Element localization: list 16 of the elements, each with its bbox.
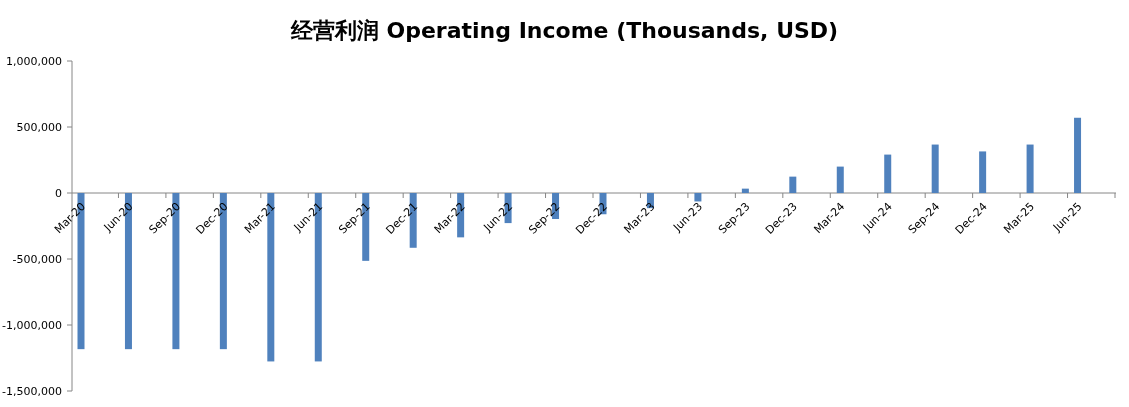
- bar: [979, 151, 987, 193]
- bar: [884, 154, 892, 193]
- bar: [789, 176, 797, 193]
- y-tick-label: -1,500,000: [2, 385, 62, 398]
- bar: [741, 188, 749, 193]
- y-tick-label: -500,000: [12, 253, 62, 266]
- bar: [694, 193, 702, 202]
- y-tick-label: 1,000,000: [6, 55, 62, 68]
- y-tick-label: 0: [55, 187, 62, 200]
- title: 经营利润 Operating Income (Thousands, USD): [290, 18, 839, 43]
- y-tick-label: -1,000,000: [2, 319, 62, 332]
- y-tick-label: 500,000: [16, 121, 62, 134]
- bar: [931, 144, 939, 193]
- bar: [836, 166, 844, 193]
- bar: [1074, 117, 1082, 193]
- bar: [1026, 144, 1034, 193]
